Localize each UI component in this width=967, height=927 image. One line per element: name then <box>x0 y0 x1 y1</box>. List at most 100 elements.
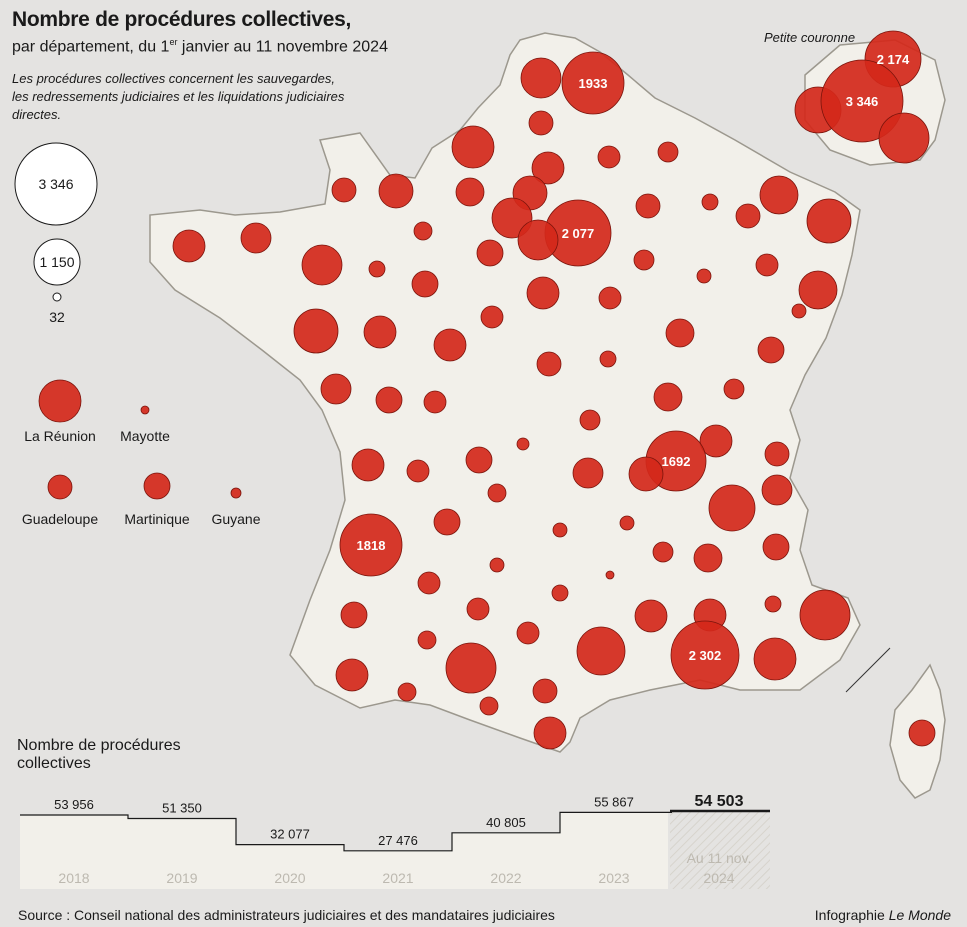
dept-bubble <box>240 222 272 254</box>
dept-bubble <box>806 198 852 244</box>
dept-bubble <box>699 424 733 458</box>
timeline-title: Nombre de procédures collectives <box>17 737 181 772</box>
label-nord: 1933 <box>579 76 608 91</box>
dept-bubble <box>487 483 507 503</box>
dept-bubble <box>633 249 655 271</box>
dept-bubble <box>320 373 352 405</box>
dept-bubble <box>363 315 397 349</box>
dept-bubble <box>701 193 719 211</box>
dept-bubble <box>413 221 433 241</box>
label-rhone: 1692 <box>662 454 691 469</box>
dept-bubble <box>480 305 504 329</box>
dept-bubble <box>531 151 565 185</box>
dept-bubble <box>172 229 206 263</box>
overseas-bubble-guadeloupe <box>47 474 73 500</box>
dept-bubble <box>665 318 695 348</box>
dept-bubble <box>423 390 447 414</box>
dept-bubble <box>753 637 797 681</box>
timeline-value-label: 27 476 <box>378 833 418 848</box>
france-outline <box>149 32 861 753</box>
label-bouches-du-rhone: 2 302 <box>689 648 722 663</box>
timeline-year-label: 2020 <box>274 870 305 886</box>
dept-bubble <box>878 112 930 164</box>
dept-bubble <box>526 276 560 310</box>
overseas-bubble-guyane <box>230 487 242 499</box>
timeline-step-line <box>20 811 672 852</box>
dept-bubble <box>533 716 567 750</box>
dept-bubble <box>657 141 679 163</box>
label-seine-et-marne: 2 077 <box>562 226 595 241</box>
dept-bubble <box>635 193 661 219</box>
dept-bubble <box>693 543 723 573</box>
dept-bubble <box>516 621 540 645</box>
dept-bubble-nord <box>561 51 625 115</box>
dept-bubble <box>378 173 414 209</box>
timeline-year-label: 2019 <box>166 870 197 886</box>
timeline-value-label: 53 956 <box>54 797 94 812</box>
overseas-bubble-martinique <box>143 472 171 500</box>
dept-bubble <box>799 589 851 641</box>
timeline-value-label: 51 350 <box>162 801 202 816</box>
dept-bubble <box>433 328 467 362</box>
dept-bubble <box>653 382 683 412</box>
dept-bubble <box>417 630 437 650</box>
dept-bubble <box>764 441 790 467</box>
petite-couronne-label: Petite couronne <box>764 30 855 45</box>
dept-bubble <box>516 437 530 451</box>
dept-bubble <box>755 253 779 277</box>
credit-brand: Le Monde <box>888 907 951 923</box>
size-legend: 3 346 1 150 32 <box>14 142 98 325</box>
dept-bubble <box>598 286 622 310</box>
dept-bubble-gironde <box>339 513 403 577</box>
overseas-label-guadeloupe: Guadeloupe <box>22 511 99 527</box>
dept-bubble <box>652 541 674 563</box>
dept-bubble <box>759 175 799 215</box>
timeline-year-label: 2022 <box>490 870 521 886</box>
corsica-inset-divider <box>845 647 891 693</box>
dept-bubble-paris <box>820 59 904 143</box>
dept-bubble <box>757 336 785 364</box>
dept-bubble <box>397 682 417 702</box>
label-paris: 3 346 <box>846 94 879 109</box>
dept-bubble <box>406 459 430 483</box>
size-legend-circle-large <box>14 142 98 226</box>
dept-bubble <box>552 522 568 538</box>
dept-bubble <box>532 678 558 704</box>
dept-bubble <box>762 533 790 561</box>
dept-bubble <box>572 457 604 489</box>
dept-bubble <box>735 203 761 229</box>
dept-bubble <box>764 595 782 613</box>
credit: Infographie Le Monde <box>815 907 951 923</box>
timeline-year-label: 2023 <box>598 870 629 886</box>
dept-bubble <box>455 177 485 207</box>
dept-bubble <box>634 599 668 633</box>
dept-bubble <box>628 456 664 492</box>
dept-bubble <box>433 508 461 536</box>
dept-bubble <box>597 145 621 169</box>
timeline-value-label: 32 077 <box>270 827 310 842</box>
dept-bubble <box>536 351 562 377</box>
dept-bubble <box>466 597 490 621</box>
overseas-label-reunion: La Réunion <box>24 428 96 444</box>
label-gironde: 1818 <box>357 538 386 553</box>
overseas-label-martinique: Martinique <box>124 511 190 527</box>
dept-bubble <box>605 570 615 580</box>
dept-bubble <box>520 57 562 99</box>
dept-bubble-bouches-du-rhone <box>670 620 740 690</box>
dept-bubble <box>417 571 441 595</box>
dept-bubble <box>331 177 357 203</box>
map-note: Les procédures collectives concernent le… <box>12 71 345 122</box>
map-subtitle: par département, du 1er janvier au 11 no… <box>12 37 388 56</box>
dept-bubble <box>293 308 339 354</box>
timeline-current-period-box <box>670 811 770 889</box>
dept-bubble <box>368 260 386 278</box>
dept-bubble <box>340 601 368 629</box>
overseas-bubble-reunion <box>38 379 82 423</box>
dept-bubble <box>723 378 745 400</box>
dept-bubble <box>465 446 493 474</box>
overseas-bubble-mayotte <box>140 405 150 415</box>
size-legend-label-small: 32 <box>49 309 65 325</box>
source-note: Source : Conseil national des administra… <box>18 907 555 923</box>
size-legend-circle-small <box>52 292 62 302</box>
